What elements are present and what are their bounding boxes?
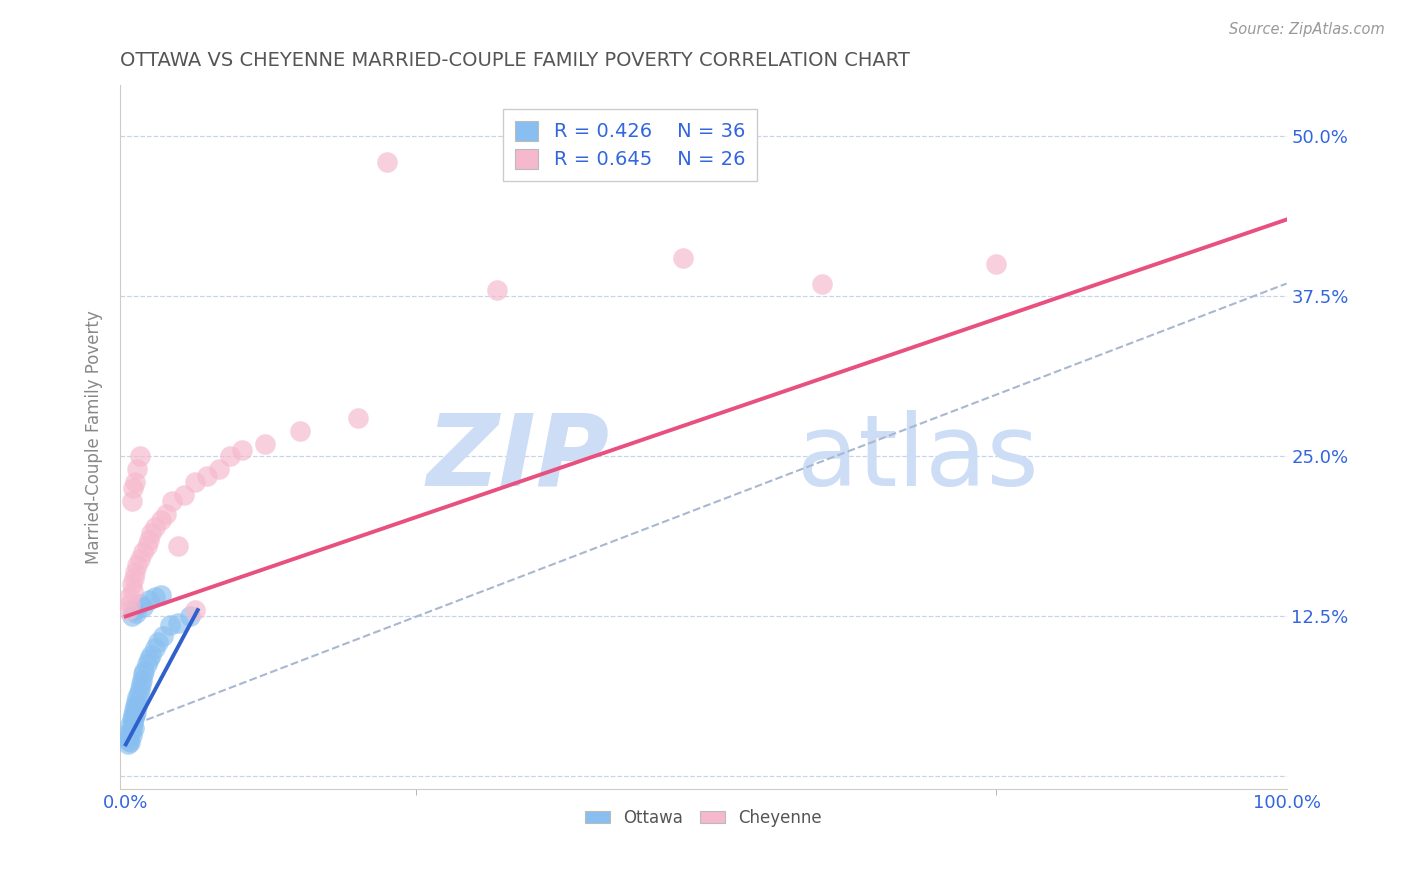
Point [125, 706, 148, 720]
Point [672, 251, 695, 265]
Point [128, 551, 150, 566]
Point [132, 545, 155, 559]
Point [138, 533, 160, 547]
Text: atlas: atlas [797, 409, 1038, 507]
Point [375, 155, 398, 169]
Point [143, 520, 166, 534]
Point [117, 731, 139, 745]
Point [134, 665, 156, 679]
Point [125, 606, 148, 620]
Point [347, 411, 370, 425]
Point [127, 690, 149, 704]
Text: OTTAWA VS CHEYENNE MARRIED-COUPLE FAMILY POVERTY CORRELATION CHART: OTTAWA VS CHEYENNE MARRIED-COUPLE FAMILY… [120, 51, 910, 70]
Point [121, 482, 143, 496]
Point [173, 488, 195, 502]
Point [127, 698, 149, 713]
Point [121, 583, 143, 598]
Point [118, 724, 141, 739]
Point [129, 677, 152, 691]
Point [138, 592, 160, 607]
Point [121, 728, 143, 742]
Point [120, 718, 142, 732]
Point [125, 695, 148, 709]
Point [120, 597, 142, 611]
Point [122, 603, 145, 617]
Point [121, 577, 143, 591]
Point [127, 558, 149, 573]
Point [122, 710, 145, 724]
Point [124, 475, 146, 489]
Point [486, 283, 509, 297]
Point [117, 738, 139, 752]
Legend: Ottawa, Cheyenne: Ottawa, Cheyenne [578, 803, 828, 834]
Point [121, 708, 143, 723]
Point [122, 721, 145, 735]
Point [128, 682, 150, 697]
Point [128, 450, 150, 464]
Point [184, 475, 207, 489]
Point [118, 591, 141, 605]
Point [208, 462, 231, 476]
Point [159, 618, 181, 632]
Point [254, 436, 277, 450]
Point [986, 257, 1008, 271]
Point [124, 708, 146, 723]
Point [121, 494, 143, 508]
Point [149, 513, 172, 527]
Point [143, 591, 166, 605]
Point [124, 565, 146, 579]
Point [132, 667, 155, 681]
Point [167, 615, 190, 630]
Point [131, 673, 153, 688]
Point [118, 733, 141, 747]
Y-axis label: Married-Couple Family Poverty: Married-Couple Family Poverty [86, 310, 103, 564]
Point [122, 571, 145, 585]
Point [141, 526, 163, 541]
Point [149, 588, 172, 602]
Point [148, 635, 170, 649]
Point [117, 603, 139, 617]
Point [135, 539, 157, 553]
Point [121, 609, 143, 624]
Point [138, 651, 160, 665]
Point [135, 657, 157, 671]
Point [143, 641, 166, 656]
Point [155, 507, 177, 521]
Point [120, 727, 142, 741]
Point [128, 597, 150, 611]
Point [141, 648, 163, 662]
Point [128, 686, 150, 700]
Point [179, 609, 201, 624]
Point [231, 442, 253, 457]
Point [160, 494, 183, 508]
Point [195, 468, 218, 483]
Point [121, 715, 143, 730]
Point [132, 600, 155, 615]
Point [124, 698, 146, 713]
Point [122, 703, 145, 717]
Point [184, 603, 207, 617]
Point [152, 629, 174, 643]
Text: Source: ZipAtlas.com: Source: ZipAtlas.com [1229, 22, 1385, 37]
Text: ZIP: ZIP [427, 409, 610, 507]
Point [167, 539, 190, 553]
Point [120, 735, 142, 749]
Point [121, 712, 143, 726]
Point [121, 721, 143, 735]
Point [219, 450, 242, 464]
Point [127, 462, 149, 476]
Point [288, 424, 311, 438]
Point [811, 277, 834, 291]
